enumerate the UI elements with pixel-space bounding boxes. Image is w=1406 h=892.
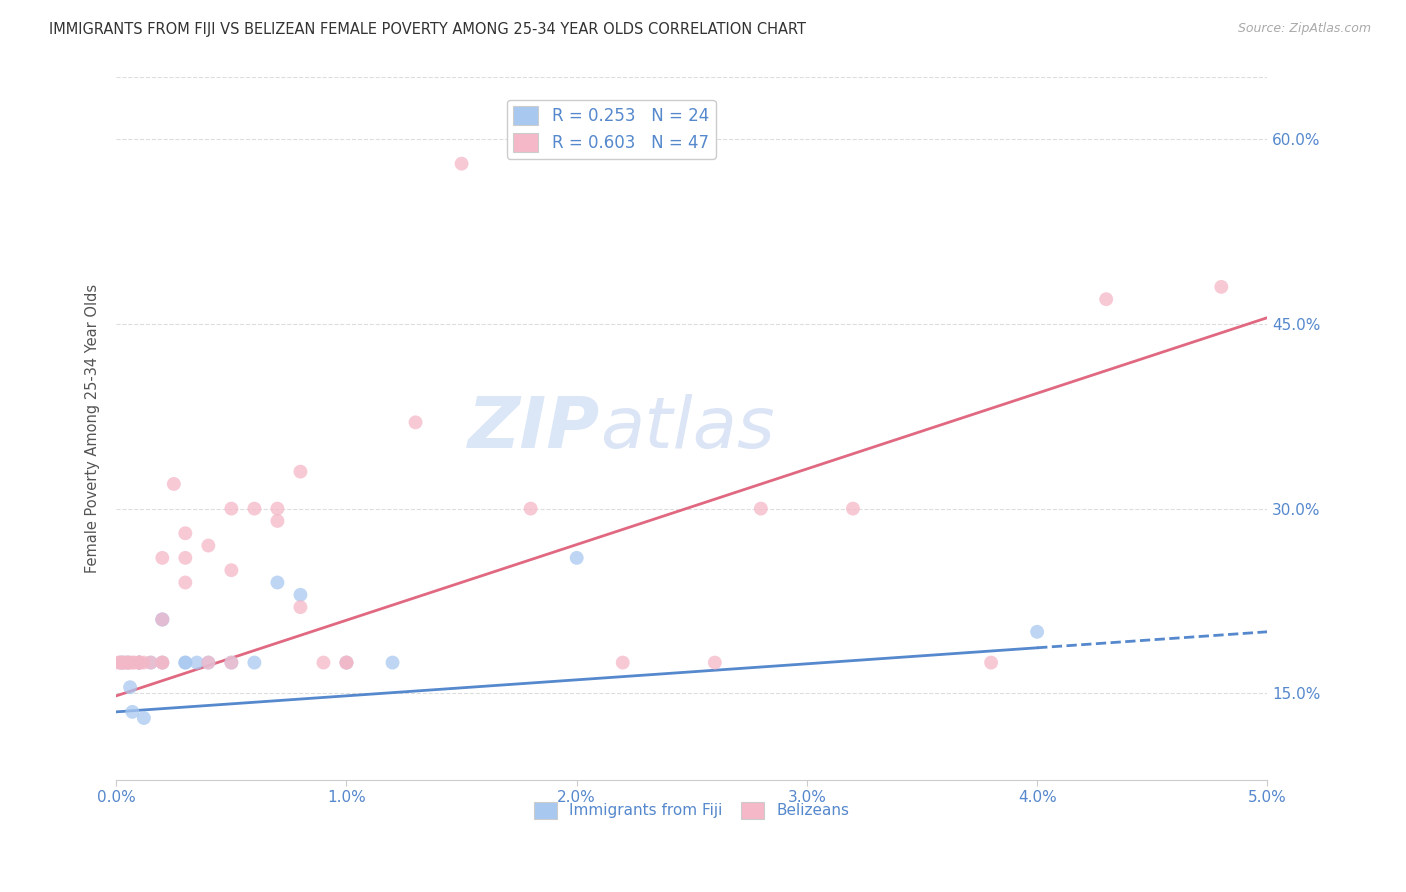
Point	[132, 711, 155, 725]
Point	[128, 656, 150, 670]
Text: ZIP: ZIP	[467, 394, 600, 463]
Point	[980, 656, 1002, 670]
Point	[565, 550, 588, 565]
Point	[450, 156, 472, 170]
Point	[1211, 280, 1233, 294]
Point	[312, 656, 335, 670]
Point	[749, 501, 772, 516]
Text: atlas: atlas	[600, 394, 775, 463]
Point	[221, 656, 243, 670]
Point	[197, 656, 219, 670]
Point	[117, 656, 139, 670]
Point	[163, 477, 186, 491]
Point	[110, 656, 132, 670]
Point	[128, 656, 150, 670]
Point	[174, 550, 197, 565]
Point	[174, 656, 197, 670]
Point	[107, 656, 129, 670]
Point	[703, 656, 725, 670]
Point	[381, 656, 404, 670]
Point	[120, 680, 142, 694]
Legend: Immigrants from Fiji, Belizeans: Immigrants from Fiji, Belizeans	[529, 796, 855, 824]
Point	[110, 656, 132, 670]
Point	[174, 526, 197, 541]
Point	[335, 656, 357, 670]
Point	[243, 656, 266, 670]
Point	[139, 656, 162, 670]
Point	[842, 501, 865, 516]
Point	[290, 588, 312, 602]
Point	[128, 656, 150, 670]
Point	[197, 656, 219, 670]
Point	[1026, 624, 1049, 639]
Point	[132, 656, 155, 670]
Point	[266, 501, 288, 516]
Point	[174, 575, 197, 590]
Point	[110, 656, 132, 670]
Point	[174, 656, 197, 670]
Y-axis label: Female Poverty Among 25-34 Year Olds: Female Poverty Among 25-34 Year Olds	[86, 284, 100, 573]
Point	[290, 465, 312, 479]
Point	[290, 600, 312, 615]
Point	[221, 656, 243, 670]
Point	[150, 612, 173, 626]
Point	[221, 501, 243, 516]
Point	[139, 656, 162, 670]
Point	[112, 656, 135, 670]
Point	[150, 550, 173, 565]
Point	[186, 656, 208, 670]
Point	[335, 656, 357, 670]
Point	[120, 656, 142, 670]
Point	[112, 656, 135, 670]
Text: IMMIGRANTS FROM FIJI VS BELIZEAN FEMALE POVERTY AMONG 25-34 YEAR OLDS CORRELATIO: IMMIGRANTS FROM FIJI VS BELIZEAN FEMALE …	[49, 22, 806, 37]
Point	[266, 575, 288, 590]
Point	[519, 501, 541, 516]
Point	[335, 656, 357, 670]
Point	[128, 656, 150, 670]
Point	[150, 656, 173, 670]
Point	[612, 656, 634, 670]
Point	[150, 612, 173, 626]
Point	[121, 656, 143, 670]
Point	[117, 656, 139, 670]
Point	[150, 656, 173, 670]
Point	[405, 416, 427, 430]
Text: Source: ZipAtlas.com: Source: ZipAtlas.com	[1237, 22, 1371, 36]
Point	[114, 656, 136, 670]
Point	[243, 501, 266, 516]
Point	[150, 656, 173, 670]
Point	[197, 539, 219, 553]
Point	[1095, 292, 1118, 306]
Point	[121, 705, 143, 719]
Point	[124, 656, 146, 670]
Point	[150, 612, 173, 626]
Point	[266, 514, 288, 528]
Point	[128, 656, 150, 670]
Point	[128, 656, 150, 670]
Point	[221, 563, 243, 577]
Point	[117, 656, 139, 670]
